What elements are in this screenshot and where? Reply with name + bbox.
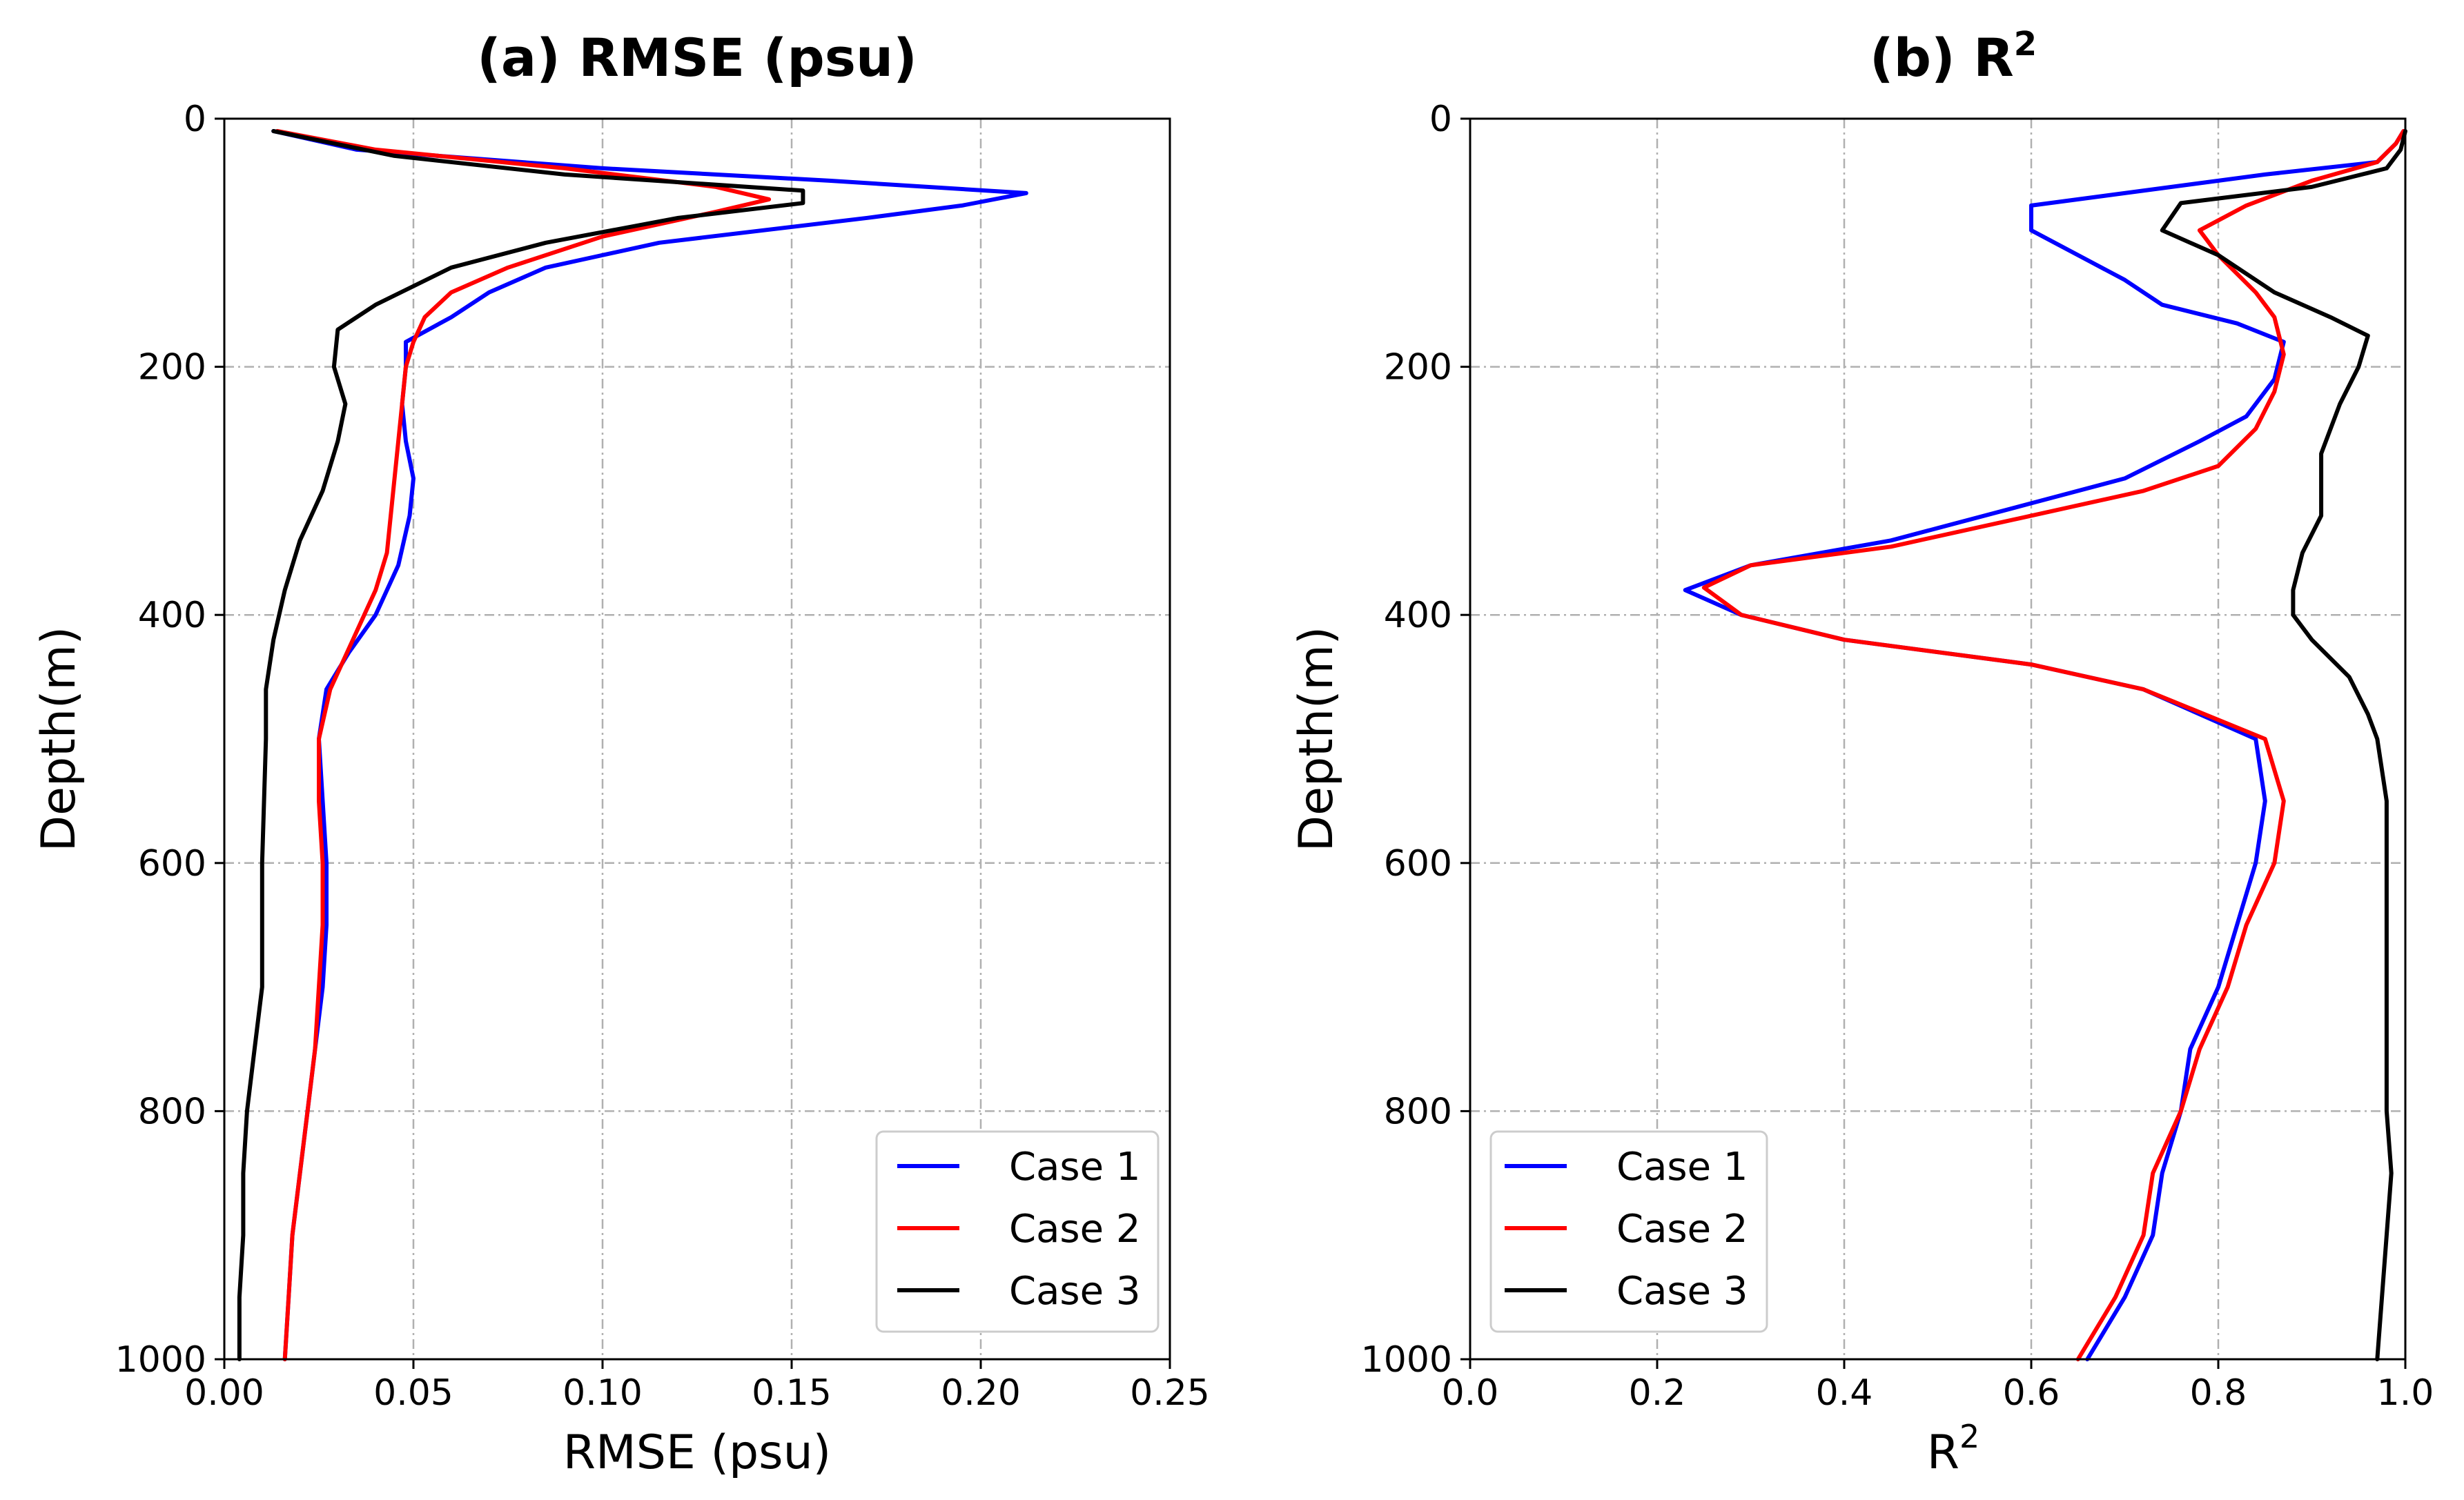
panel-b-legend-label-case-1: Case 1 bbox=[1616, 1145, 1748, 1190]
panel-a-y-tick-label-2: 400 bbox=[138, 595, 206, 636]
panel-b-x-label: R2 bbox=[1927, 1418, 1980, 1480]
panel-b-y-tick-label-3: 600 bbox=[1384, 843, 1452, 885]
panel-b-x-tick-label-1: 0.2 bbox=[1629, 1372, 1686, 1414]
panel-a-title: (a) RMSE (psu) bbox=[477, 27, 917, 88]
panel-a-legend-label-case-1: Case 1 bbox=[1009, 1145, 1140, 1190]
panel-b-y-tick-label-5: 1000 bbox=[1361, 1339, 1452, 1381]
panel-a-x-tick-label-5: 0.25 bbox=[1130, 1372, 1210, 1414]
panel-b-x-tick-label-4: 0.8 bbox=[2190, 1372, 2247, 1414]
panel-b-series bbox=[1683, 129, 2407, 1361]
panel-a-x-tick-label-2: 0.10 bbox=[563, 1372, 643, 1414]
panel-a-x-ticks: 0.00 0.05 0.10 0.15 0.20 0.25 bbox=[184, 1359, 1210, 1414]
panel-a-y-tick-label-0: 0 bbox=[184, 99, 206, 140]
panel-b-legend: Case 1 Case 2 Case 3 bbox=[1489, 1130, 1768, 1333]
panel-b-series-case-3 bbox=[2160, 129, 2407, 1361]
panel-a-y-tick-label-3: 600 bbox=[138, 843, 206, 885]
panel-b-y-tick-label-2: 400 bbox=[1384, 595, 1452, 636]
panel-b-series-case-2 bbox=[1701, 129, 2406, 1361]
panel-a-frame bbox=[223, 117, 1171, 1361]
panel-b-x-ticks: 0.0 0.2 0.4 0.6 0.8 1.0 bbox=[1442, 1359, 2434, 1414]
panel-b-r2: (b) R2 0.0 0.2 0.4 0.6 0.8 1.0 0 200 400 600 800 1… bbox=[1289, 25, 2434, 1480]
panel-b-y-tick-label-0: 0 bbox=[1429, 99, 1452, 140]
panel-a-series bbox=[237, 129, 1028, 1361]
panel-a-rmse: (a) RMSE (psu) 0.00 0.05 0.10 0.15 0.20 0.25 … bbox=[32, 27, 1210, 1480]
panel-a-x-tick-label-3: 0.15 bbox=[752, 1372, 832, 1414]
panel-a-y-tick-label-4: 800 bbox=[138, 1091, 206, 1132]
panel-a-x-tick-label-1: 0.05 bbox=[373, 1372, 453, 1414]
panel-a-y-tick-label-5: 1000 bbox=[115, 1339, 206, 1381]
panel-b-frame bbox=[1469, 117, 2407, 1361]
panel-b-legend-label-case-3: Case 3 bbox=[1616, 1269, 1748, 1314]
panel-b-y-ticks: 0 200 400 600 800 1000 bbox=[1361, 99, 1470, 1381]
panel-b-title: (b) R2 bbox=[1870, 25, 2037, 88]
panel-a-legend-label-case-3: Case 3 bbox=[1009, 1269, 1140, 1314]
panel-a-legend-label-case-2: Case 2 bbox=[1009, 1207, 1140, 1252]
panel-b-legend-label-case-2: Case 2 bbox=[1616, 1207, 1748, 1252]
panel-a-x-tick-label-0: 0.00 bbox=[184, 1372, 264, 1414]
panel-a-legend: Case 1 Case 2 Case 3 bbox=[875, 1130, 1160, 1333]
panel-a-y-label: Depth(m) bbox=[32, 626, 86, 851]
panel-a-y-ticks: 0 200 400 600 800 1000 bbox=[115, 99, 224, 1381]
panel-b-y-label: Depth(m) bbox=[1289, 626, 1344, 851]
panel-b-x-tick-label-2: 0.4 bbox=[1816, 1372, 1873, 1414]
panel-b-y-tick-label-4: 800 bbox=[1384, 1091, 1452, 1132]
panel-b-x-tick-label-5: 1.0 bbox=[2377, 1372, 2434, 1414]
panel-b-x-tick-label-0: 0.0 bbox=[1442, 1372, 1499, 1414]
panel-b-y-tick-label-1: 200 bbox=[1384, 347, 1452, 388]
panel-a-series-case-3 bbox=[237, 129, 805, 1361]
panel-a-x-tick-label-4: 0.20 bbox=[941, 1372, 1021, 1414]
panel-a-x-label: RMSE (psu) bbox=[563, 1425, 831, 1480]
panel-b-series-case-1 bbox=[1683, 129, 2406, 1361]
panel-a-y-tick-label-1: 200 bbox=[138, 347, 206, 388]
panel-b-x-tick-label-3: 0.6 bbox=[2003, 1372, 2060, 1414]
